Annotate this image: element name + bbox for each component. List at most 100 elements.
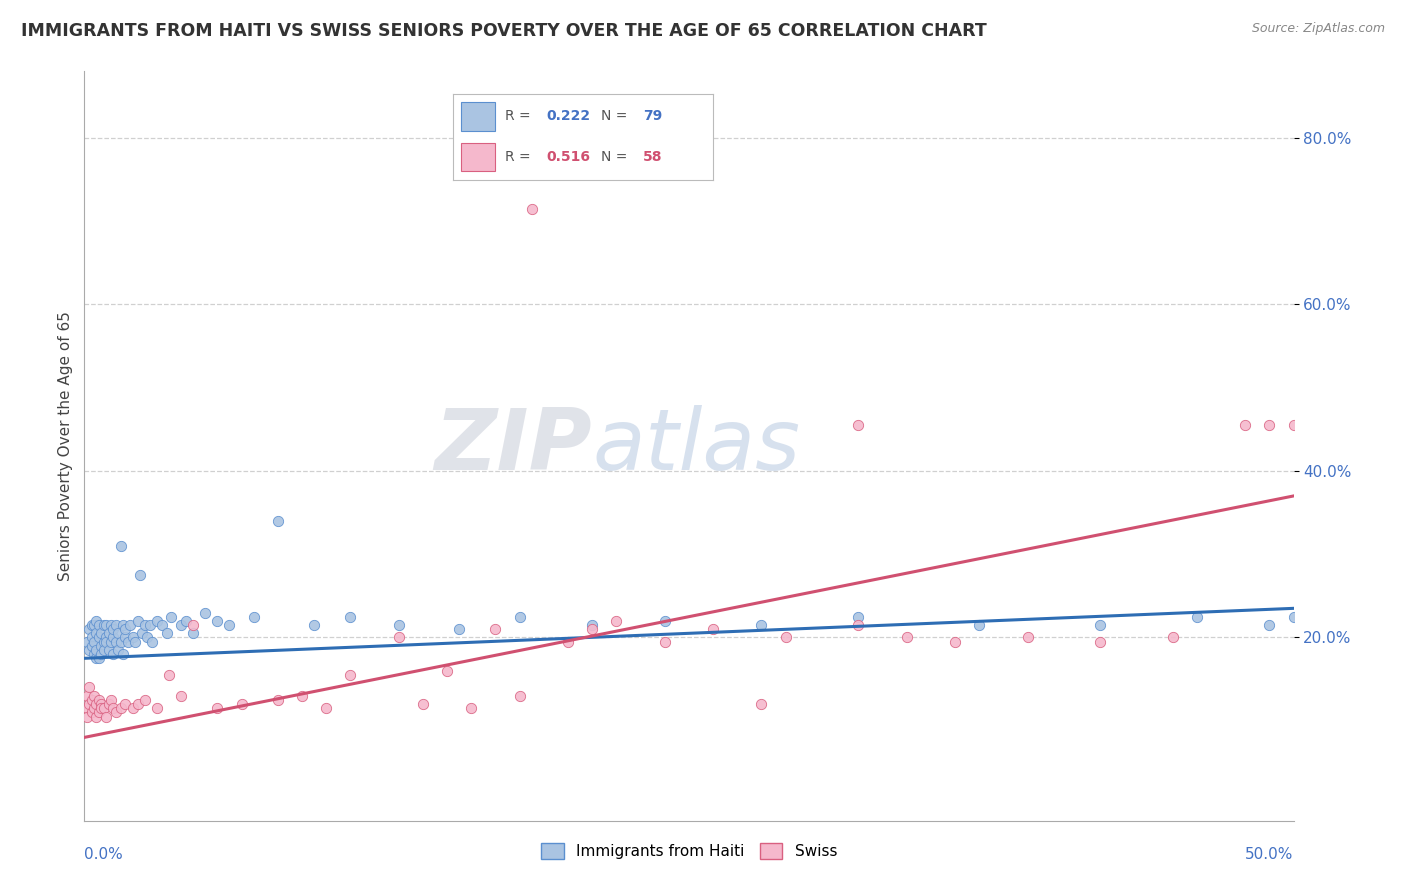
Point xyxy=(129,568,152,582)
Point xyxy=(302,618,325,632)
Point xyxy=(207,701,229,715)
Point xyxy=(605,614,627,628)
Point xyxy=(141,634,163,648)
Point xyxy=(86,651,108,665)
Point xyxy=(80,631,103,645)
Point xyxy=(80,706,103,720)
Point xyxy=(124,634,146,648)
Point xyxy=(90,701,112,715)
Point xyxy=(120,618,142,632)
Point xyxy=(87,693,110,707)
Point xyxy=(103,701,125,715)
Point xyxy=(157,668,180,682)
Point xyxy=(412,697,434,711)
Point xyxy=(110,701,132,715)
Point xyxy=(86,626,108,640)
Point xyxy=(83,618,105,632)
Point xyxy=(160,609,183,624)
Point xyxy=(846,609,869,624)
Point xyxy=(104,618,127,632)
Point xyxy=(107,643,129,657)
Point xyxy=(170,618,193,632)
Point xyxy=(388,618,411,632)
Point xyxy=(181,626,204,640)
Point xyxy=(1282,418,1305,433)
Point xyxy=(138,618,160,632)
Y-axis label: Seniors Poverty Over the Age of 65: Seniors Poverty Over the Age of 65 xyxy=(58,311,73,581)
Point xyxy=(388,631,411,645)
Point xyxy=(104,634,127,648)
Point xyxy=(80,618,103,632)
Point xyxy=(1088,618,1111,632)
Point xyxy=(231,697,253,711)
Point xyxy=(87,651,110,665)
Point xyxy=(76,634,98,648)
Point xyxy=(131,626,153,640)
Point xyxy=(127,614,149,628)
Point xyxy=(1234,418,1257,433)
Point xyxy=(114,622,136,636)
Point xyxy=(114,697,136,711)
Point xyxy=(134,618,156,632)
Point xyxy=(1258,418,1281,433)
Point xyxy=(100,618,122,632)
Point xyxy=(94,709,117,723)
Point xyxy=(86,709,108,723)
Point xyxy=(581,618,603,632)
Point xyxy=(76,689,98,703)
Point xyxy=(846,418,869,433)
Point xyxy=(90,639,112,653)
Point xyxy=(83,701,105,715)
Point xyxy=(77,622,100,636)
Point xyxy=(702,622,724,636)
Point xyxy=(242,609,264,624)
Point xyxy=(86,643,108,657)
Point xyxy=(146,701,169,715)
Point xyxy=(557,634,579,648)
Point xyxy=(86,614,108,628)
Point xyxy=(509,609,531,624)
Point xyxy=(267,693,290,707)
Text: ZIP: ZIP xyxy=(434,404,592,488)
Point xyxy=(315,701,337,715)
Point xyxy=(76,701,98,715)
Text: IMMIGRANTS FROM HAITI VS SWISS SENIORS POVERTY OVER THE AGE OF 65 CORRELATION CH: IMMIGRANTS FROM HAITI VS SWISS SENIORS P… xyxy=(21,22,987,40)
Point xyxy=(967,618,990,632)
Point xyxy=(134,693,156,707)
Point xyxy=(339,609,361,624)
Point xyxy=(436,664,458,678)
Point xyxy=(76,709,98,723)
Point xyxy=(87,706,110,720)
Point xyxy=(520,202,543,216)
Point xyxy=(77,643,100,657)
Point xyxy=(90,626,112,640)
Point xyxy=(751,697,773,711)
Point xyxy=(194,606,217,620)
Point xyxy=(460,701,482,715)
Point xyxy=(654,614,676,628)
Point xyxy=(117,634,139,648)
Point xyxy=(97,643,120,657)
Text: atlas: atlas xyxy=(592,404,800,488)
Point xyxy=(110,539,132,553)
Point xyxy=(107,626,129,640)
Point xyxy=(104,706,127,720)
Point xyxy=(114,631,136,645)
Text: Source: ZipAtlas.com: Source: ZipAtlas.com xyxy=(1251,22,1385,36)
Point xyxy=(1258,618,1281,632)
Point xyxy=(80,693,103,707)
Text: 0.0%: 0.0% xyxy=(84,847,124,862)
Point xyxy=(170,689,193,703)
Point xyxy=(146,614,169,628)
Point xyxy=(484,622,506,636)
Point xyxy=(1017,631,1039,645)
Point xyxy=(80,639,103,653)
Point xyxy=(654,634,676,648)
Point xyxy=(581,622,603,636)
Point xyxy=(291,689,314,703)
Point xyxy=(94,631,117,645)
Point xyxy=(1161,631,1184,645)
Point xyxy=(775,631,797,645)
Point xyxy=(509,689,531,703)
Point xyxy=(93,618,115,632)
